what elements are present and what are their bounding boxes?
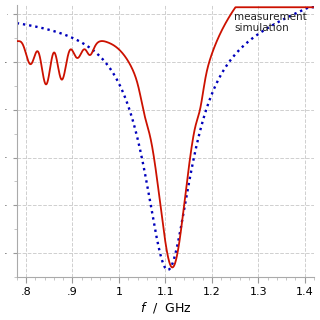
simulation — [15, 21, 19, 25]
simulation — [49, 28, 52, 32]
measurement — [234, 5, 237, 9]
simulation — [129, 112, 133, 116]
X-axis label: $f$  /  GHz: $f$ / GHz — [140, 300, 191, 315]
measurement — [49, 63, 52, 67]
simulation — [312, 5, 316, 9]
measurement — [171, 266, 174, 269]
measurement — [129, 64, 133, 68]
measurement — [15, 39, 19, 43]
simulation — [66, 34, 70, 38]
measurement — [66, 52, 70, 56]
Line: simulation: simulation — [17, 7, 314, 270]
simulation — [306, 6, 310, 10]
simulation — [142, 165, 146, 169]
Legend: measurement, simulation: measurement, simulation — [232, 10, 309, 35]
simulation — [166, 268, 170, 272]
measurement — [142, 109, 146, 113]
measurement — [312, 5, 316, 9]
simulation — [274, 21, 278, 25]
Line: measurement: measurement — [17, 7, 314, 268]
measurement — [275, 5, 278, 9]
simulation — [307, 5, 311, 9]
measurement — [307, 5, 310, 9]
